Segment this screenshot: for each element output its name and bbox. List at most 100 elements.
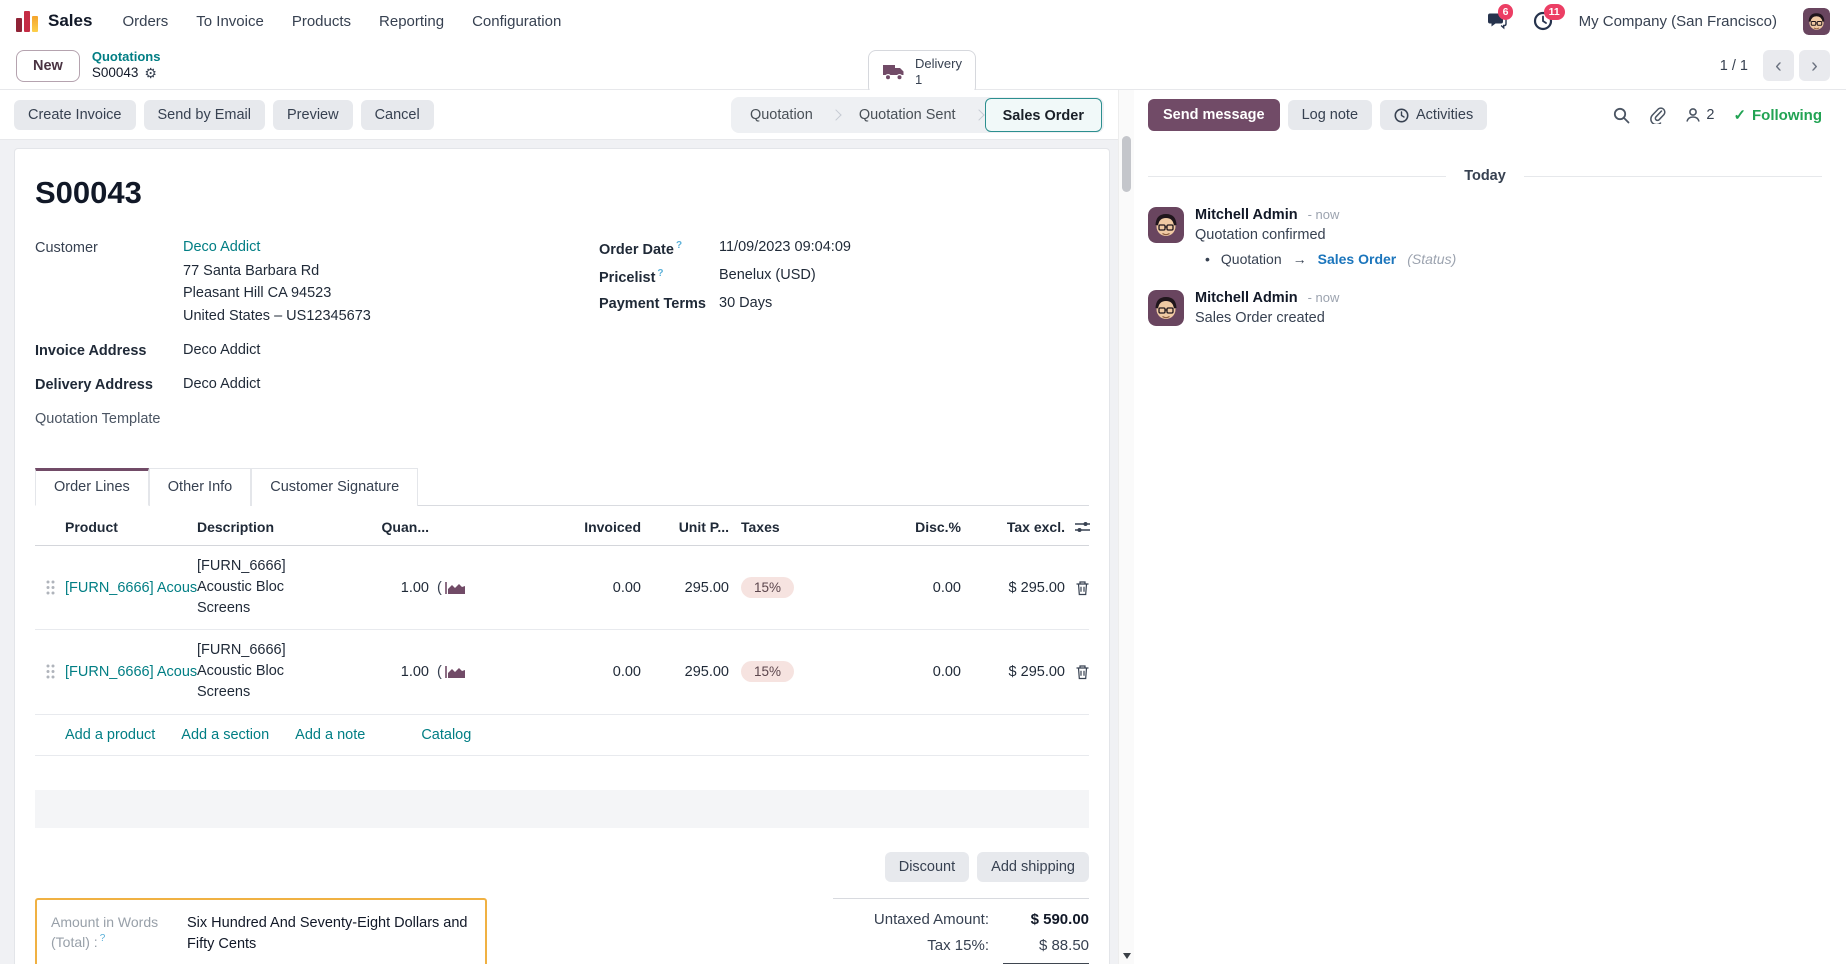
forecast-chart-icon: [445, 665, 465, 678]
drag-handle[interactable]: [35, 580, 65, 595]
add-product-link[interactable]: Add a product: [65, 726, 156, 743]
odoo-sales-logo-icon[interactable]: [16, 10, 38, 32]
vertical-scrollbar[interactable]: [1118, 90, 1134, 964]
header-invoiced[interactable]: Invoiced: [584, 519, 641, 536]
tab-other-info[interactable]: Other Info: [148, 468, 252, 507]
catalog-link[interactable]: Catalog: [421, 726, 472, 743]
tab-customer-signature[interactable]: Customer Signature: [251, 468, 419, 507]
create-invoice-button[interactable]: Create Invoice: [14, 99, 136, 130]
cancel-button[interactable]: Cancel: [360, 99, 434, 130]
activities-badge: 11: [1543, 4, 1565, 20]
help-icon[interactable]: ?: [99, 933, 106, 945]
unit-price-cell[interactable]: 295.00: [684, 663, 729, 680]
breadcrumb-quotations[interactable]: Quotations: [91, 48, 161, 64]
drag-handle[interactable]: [35, 664, 65, 679]
product-link[interactable]: [FURN_6666] Acoust: [65, 663, 197, 680]
arrow-right-icon: →: [1292, 251, 1307, 267]
add-note-link[interactable]: Add a note: [295, 726, 366, 743]
app-brand[interactable]: Sales: [48, 11, 93, 30]
person-icon: [1686, 108, 1701, 122]
discount-cell[interactable]: 0.00: [932, 663, 961, 680]
delete-row-icon[interactable]: [1065, 580, 1099, 596]
invoice-address-value[interactable]: Deco Addict: [183, 342, 261, 359]
table-row[interactable]: [FURN_6666] Acoust [FURN_6666] Acoustic …: [35, 546, 1089, 631]
tracking-new-value: Sales Order: [1317, 251, 1397, 267]
status-step-sales-order[interactable]: Sales Order: [984, 97, 1102, 132]
send-message-button[interactable]: Send message: [1148, 99, 1280, 131]
tax-badge[interactable]: 15%: [741, 577, 795, 599]
header-product[interactable]: Product: [65, 519, 118, 536]
message-author[interactable]: Mitchell Admin: [1195, 290, 1298, 306]
scrollbar-down-arrow-icon[interactable]: [1123, 953, 1131, 959]
activities-clock-icon[interactable]: 11: [1533, 4, 1565, 31]
followers-button[interactable]: 2: [1685, 107, 1714, 123]
search-messages-icon[interactable]: [1613, 107, 1630, 124]
messages-icon[interactable]: 6: [1487, 4, 1514, 31]
chatter-panel: Send message Log note Activities 2 ✓ Fol…: [1134, 90, 1846, 964]
forecast-chart-icon: [445, 581, 465, 594]
description-cell[interactable]: [FURN_6666] Acoustic Bloc Screens: [197, 642, 286, 701]
menu-products[interactable]: Products: [291, 12, 352, 30]
log-note-button[interactable]: Log note: [1287, 100, 1373, 130]
pricelist-value[interactable]: Benelux (USD): [719, 266, 816, 283]
help-icon[interactable]: ?: [675, 240, 683, 251]
activities-button[interactable]: Activities: [1380, 100, 1488, 130]
unit-price-cell[interactable]: 295.00: [684, 579, 729, 596]
amount-in-words-box: Amount in Words (Total) :? Six Hundred A…: [35, 897, 487, 964]
payment-terms-value[interactable]: 30 Days: [719, 294, 773, 311]
forecast-widget[interactable]: (: [429, 580, 471, 596]
new-button[interactable]: New: [16, 49, 80, 82]
quantity-cell[interactable]: 1.00: [400, 663, 429, 680]
delete-row-icon[interactable]: [1065, 664, 1099, 680]
discount-button[interactable]: Discount: [884, 851, 970, 882]
menu-orders[interactable]: Orders: [122, 12, 169, 30]
header-description[interactable]: Description: [197, 519, 275, 536]
menu-reporting[interactable]: Reporting: [379, 12, 445, 30]
product-link[interactable]: [FURN_6666] Acoust: [65, 579, 197, 596]
preview-button[interactable]: Preview: [273, 99, 353, 130]
customer-address-line: 77 Santa Barbara Rd: [183, 263, 320, 279]
forecast-widget[interactable]: (: [429, 664, 471, 680]
table-row[interactable]: [FURN_6666] Acoust [FURN_6666] Acoustic …: [35, 630, 1089, 715]
header-unit-price[interactable]: Unit P...: [678, 519, 729, 536]
delivery-smart-button[interactable]: Delivery 1: [868, 50, 976, 95]
discount-cell[interactable]: 0.00: [932, 579, 961, 596]
attachments-paperclip-icon[interactable]: [1649, 106, 1666, 124]
customer-link[interactable]: Deco Addict: [183, 239, 261, 255]
menu-to-invoice[interactable]: To Invoice: [196, 12, 264, 30]
status-step-quotation-sent[interactable]: Quotation Sent: [858, 106, 956, 123]
date-divider: Today: [1148, 168, 1822, 184]
list-footer-links: Add a product Add a section Add a note C…: [35, 715, 1089, 756]
scrollbar-thumb[interactable]: [1122, 136, 1131, 192]
check-icon: ✓: [1733, 107, 1747, 124]
gear-icon[interactable]: ⚙: [144, 64, 157, 81]
add-section-link[interactable]: Add a section: [181, 726, 270, 743]
send-by-email-button[interactable]: Send by Email: [143, 99, 265, 130]
customer-address-line: Pleasant Hill CA 94523: [183, 285, 332, 302]
messages-badge: 6: [1497, 4, 1514, 20]
pager-previous-button[interactable]: ‹: [1763, 50, 1794, 81]
description-cell[interactable]: [FURN_6666] Acoustic Bloc Screens: [197, 558, 286, 617]
following-button[interactable]: ✓ Following: [1733, 106, 1822, 125]
tab-order-lines[interactable]: Order Lines: [35, 468, 149, 507]
header-quantity[interactable]: Quan...: [381, 519, 429, 536]
header-tax-excl[interactable]: Tax excl.: [1006, 519, 1065, 536]
tracking-old-value: Quotation: [1220, 251, 1282, 267]
add-shipping-button[interactable]: Add shipping: [977, 851, 1089, 882]
delivery-address-value[interactable]: Deco Addict: [183, 376, 261, 393]
header-taxes[interactable]: Taxes: [741, 519, 780, 536]
company-selector[interactable]: My Company (San Francisco): [1578, 12, 1777, 30]
pager-next-button[interactable]: ›: [1799, 50, 1830, 81]
help-icon[interactable]: ?: [657, 267, 664, 279]
header-disc[interactable]: Disc.%: [915, 519, 961, 536]
user-avatar[interactable]: [1803, 7, 1830, 35]
quantity-cell[interactable]: 1.00: [400, 579, 429, 596]
tax-badge[interactable]: 15%: [741, 661, 795, 683]
menu-configuration[interactable]: Configuration: [472, 12, 562, 30]
order-date-value[interactable]: 11/09/2023 09:04:09: [719, 239, 851, 255]
order-date-label: Order Date: [599, 241, 674, 258]
status-step-quotation[interactable]: Quotation: [749, 106, 813, 123]
untaxed-amount-label: Untaxed Amount:: [873, 910, 989, 928]
column-settings-icon[interactable]: [1065, 520, 1099, 534]
message-author[interactable]: Mitchell Admin: [1195, 207, 1298, 223]
